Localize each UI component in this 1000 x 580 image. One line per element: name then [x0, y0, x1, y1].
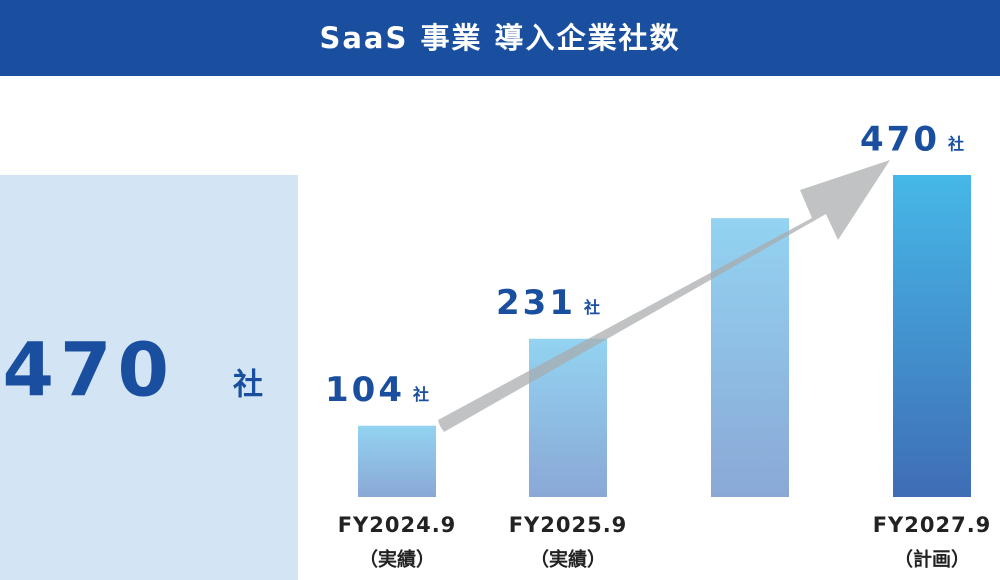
value-unit: 社 — [947, 135, 964, 154]
x-tick-label: FY2024.9 — [338, 513, 457, 537]
bar — [358, 425, 436, 497]
labels: 104 社 FY2024.9 （実績） 231 社 FY2025.9 （実績） 470 社 FY20… — [325, 120, 992, 571]
title-banner — [0, 0, 1000, 76]
bar — [711, 218, 789, 498]
bar — [893, 175, 971, 497]
x-tick-label: FY2027.9 — [873, 513, 992, 537]
x-tick-note: （実績） — [359, 548, 435, 571]
value-label: 231 — [496, 283, 576, 323]
value-unit: 社 — [583, 298, 600, 317]
value-label: 470 — [860, 120, 940, 160]
bars — [358, 175, 971, 498]
highlight-value: 470 — [3, 328, 175, 414]
chart-title: SaaS 事業 導入企業社数 — [319, 21, 680, 55]
value-label: 104 — [325, 370, 405, 410]
x-tick-label: FY2025.9 — [509, 513, 628, 537]
highlight-unit: 社 — [233, 368, 263, 403]
bar — [529, 338, 607, 497]
x-tick-note: （計画） — [894, 548, 970, 571]
value-unit: 社 — [412, 385, 429, 404]
x-tick-note: （実績） — [530, 548, 606, 571]
growth-arrow — [438, 160, 890, 432]
highlight-panel — [0, 175, 298, 580]
